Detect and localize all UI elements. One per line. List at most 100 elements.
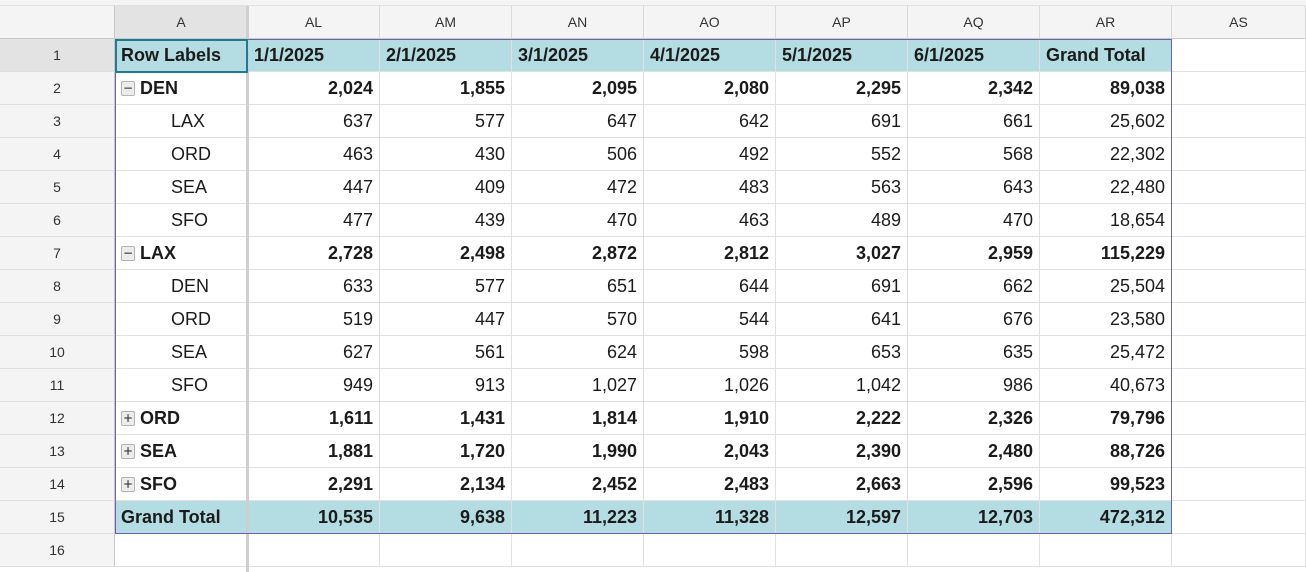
pivot-group-label[interactable]: + SFO xyxy=(115,468,248,501)
empty-cell[interactable] xyxy=(1172,435,1306,468)
value-cell[interactable]: 563 xyxy=(776,171,908,204)
value-cell[interactable]: 1,881 xyxy=(248,435,380,468)
value-cell[interactable]: 2,291 xyxy=(248,468,380,501)
value-cell[interactable]: 1,611 xyxy=(248,402,380,435)
empty-cell[interactable] xyxy=(1172,468,1306,501)
value-cell[interactable]: 2,043 xyxy=(644,435,776,468)
empty-cell[interactable] xyxy=(1172,303,1306,336)
pivot-item-label[interactable]: SEA xyxy=(115,171,248,204)
value-cell[interactable]: 643 xyxy=(908,171,1040,204)
value-cell[interactable]: 2,959 xyxy=(908,237,1040,270)
row-header-12[interactable]: 12 xyxy=(0,402,115,435)
row-header-2[interactable]: 2 xyxy=(0,72,115,105)
value-cell[interactable]: 691 xyxy=(776,105,908,138)
value-cell[interactable]: 570 xyxy=(512,303,644,336)
value-cell[interactable]: 2,663 xyxy=(776,468,908,501)
value-cell[interactable]: 637 xyxy=(248,105,380,138)
empty-cell[interactable] xyxy=(1172,270,1306,303)
pivot-item-label[interactable]: SFO xyxy=(115,369,248,402)
empty-cell[interactable] xyxy=(1172,105,1306,138)
column-header-ap[interactable]: AP xyxy=(776,6,908,39)
pivot-item-label[interactable]: ORD xyxy=(115,303,248,336)
value-cell[interactable]: 1,814 xyxy=(512,402,644,435)
grand-total-label[interactable]: Grand Total xyxy=(115,501,248,534)
empty-cell[interactable] xyxy=(1172,369,1306,402)
pivot-column-header[interactable]: 4/1/2025 xyxy=(644,39,776,72)
value-cell[interactable]: 1,720 xyxy=(380,435,512,468)
value-cell[interactable]: 2,498 xyxy=(380,237,512,270)
pivot-row-labels-header[interactable]: Row Labels xyxy=(115,39,248,72)
row-header-8[interactable]: 8 xyxy=(0,270,115,303)
empty-cell[interactable] xyxy=(644,534,776,567)
value-cell[interactable]: 647 xyxy=(512,105,644,138)
pivot-group-label[interactable]: + ORD xyxy=(115,402,248,435)
pivot-column-header[interactable]: 3/1/2025 xyxy=(512,39,644,72)
value-cell[interactable]: 409 xyxy=(380,171,512,204)
value-cell[interactable]: 641 xyxy=(776,303,908,336)
value-cell[interactable]: 447 xyxy=(380,303,512,336)
pivot-item-label[interactable]: ORD xyxy=(115,138,248,171)
empty-cell[interactable] xyxy=(1172,237,1306,270)
pivot-column-header[interactable]: 5/1/2025 xyxy=(776,39,908,72)
value-cell[interactable]: 635 xyxy=(908,336,1040,369)
value-cell[interactable]: 470 xyxy=(908,204,1040,237)
empty-cell[interactable] xyxy=(1040,534,1172,567)
row-header-11[interactable]: 11 xyxy=(0,369,115,402)
value-cell[interactable]: 561 xyxy=(380,336,512,369)
grand-total-cell[interactable]: 18,654 xyxy=(1040,204,1172,237)
empty-cell[interactable] xyxy=(1172,402,1306,435)
empty-cell[interactable] xyxy=(1172,534,1306,567)
empty-cell[interactable] xyxy=(380,534,512,567)
grand-total-cell[interactable]: 25,472 xyxy=(1040,336,1172,369)
column-header-al[interactable]: AL xyxy=(248,6,380,39)
empty-cell[interactable] xyxy=(1172,204,1306,237)
pivot-column-header[interactable]: 6/1/2025 xyxy=(908,39,1040,72)
value-cell[interactable]: 633 xyxy=(248,270,380,303)
pivot-group-label[interactable]: − LAX xyxy=(115,237,248,270)
value-cell[interactable]: 2,134 xyxy=(380,468,512,501)
value-cell[interactable]: 598 xyxy=(644,336,776,369)
empty-cell[interactable] xyxy=(1172,138,1306,171)
empty-cell[interactable] xyxy=(908,534,1040,567)
pivot-item-label[interactable]: DEN xyxy=(115,270,248,303)
grand-total-value[interactable]: 12,703 xyxy=(908,501,1040,534)
empty-cell[interactable] xyxy=(115,534,248,567)
value-cell[interactable]: 463 xyxy=(248,138,380,171)
value-cell[interactable]: 624 xyxy=(512,336,644,369)
empty-cell[interactable] xyxy=(1172,72,1306,105)
grand-total-cell[interactable]: 88,726 xyxy=(1040,435,1172,468)
value-cell[interactable]: 2,480 xyxy=(908,435,1040,468)
row-header-14[interactable]: 14 xyxy=(0,468,115,501)
value-cell[interactable]: 2,222 xyxy=(776,402,908,435)
column-header-ar[interactable]: AR xyxy=(1040,6,1172,39)
value-cell[interactable]: 577 xyxy=(380,270,512,303)
row-header-6[interactable]: 6 xyxy=(0,204,115,237)
column-header-a[interactable]: A xyxy=(115,6,248,39)
value-cell[interactable]: 3,027 xyxy=(776,237,908,270)
value-cell[interactable]: 661 xyxy=(908,105,1040,138)
grand-total-cell[interactable]: 22,302 xyxy=(1040,138,1172,171)
pivot-group-label[interactable]: − DEN xyxy=(115,72,248,105)
value-cell[interactable]: 568 xyxy=(908,138,1040,171)
grand-total-cell[interactable]: 40,673 xyxy=(1040,369,1172,402)
row-header-4[interactable]: 4 xyxy=(0,138,115,171)
expand-icon[interactable]: + xyxy=(121,476,135,492)
value-cell[interactable]: 1,855 xyxy=(380,72,512,105)
collapse-icon[interactable]: − xyxy=(121,80,135,96)
empty-cell[interactable] xyxy=(1172,39,1306,72)
value-cell[interactable]: 913 xyxy=(380,369,512,402)
value-cell[interactable]: 2,295 xyxy=(776,72,908,105)
pivot-column-header[interactable]: 1/1/2025 xyxy=(248,39,380,72)
grand-total-cell[interactable]: 79,796 xyxy=(1040,402,1172,435)
empty-cell[interactable] xyxy=(776,534,908,567)
value-cell[interactable]: 662 xyxy=(908,270,1040,303)
grand-total-cell[interactable]: 115,229 xyxy=(1040,237,1172,270)
row-header-16[interactable]: 16 xyxy=(0,534,115,567)
column-header-am[interactable]: AM xyxy=(380,6,512,39)
value-cell[interactable]: 1,027 xyxy=(512,369,644,402)
grand-total-value[interactable]: 10,535 xyxy=(248,501,380,534)
value-cell[interactable]: 627 xyxy=(248,336,380,369)
column-header-an[interactable]: AN xyxy=(512,6,644,39)
value-cell[interactable]: 472 xyxy=(512,171,644,204)
value-cell[interactable]: 2,812 xyxy=(644,237,776,270)
